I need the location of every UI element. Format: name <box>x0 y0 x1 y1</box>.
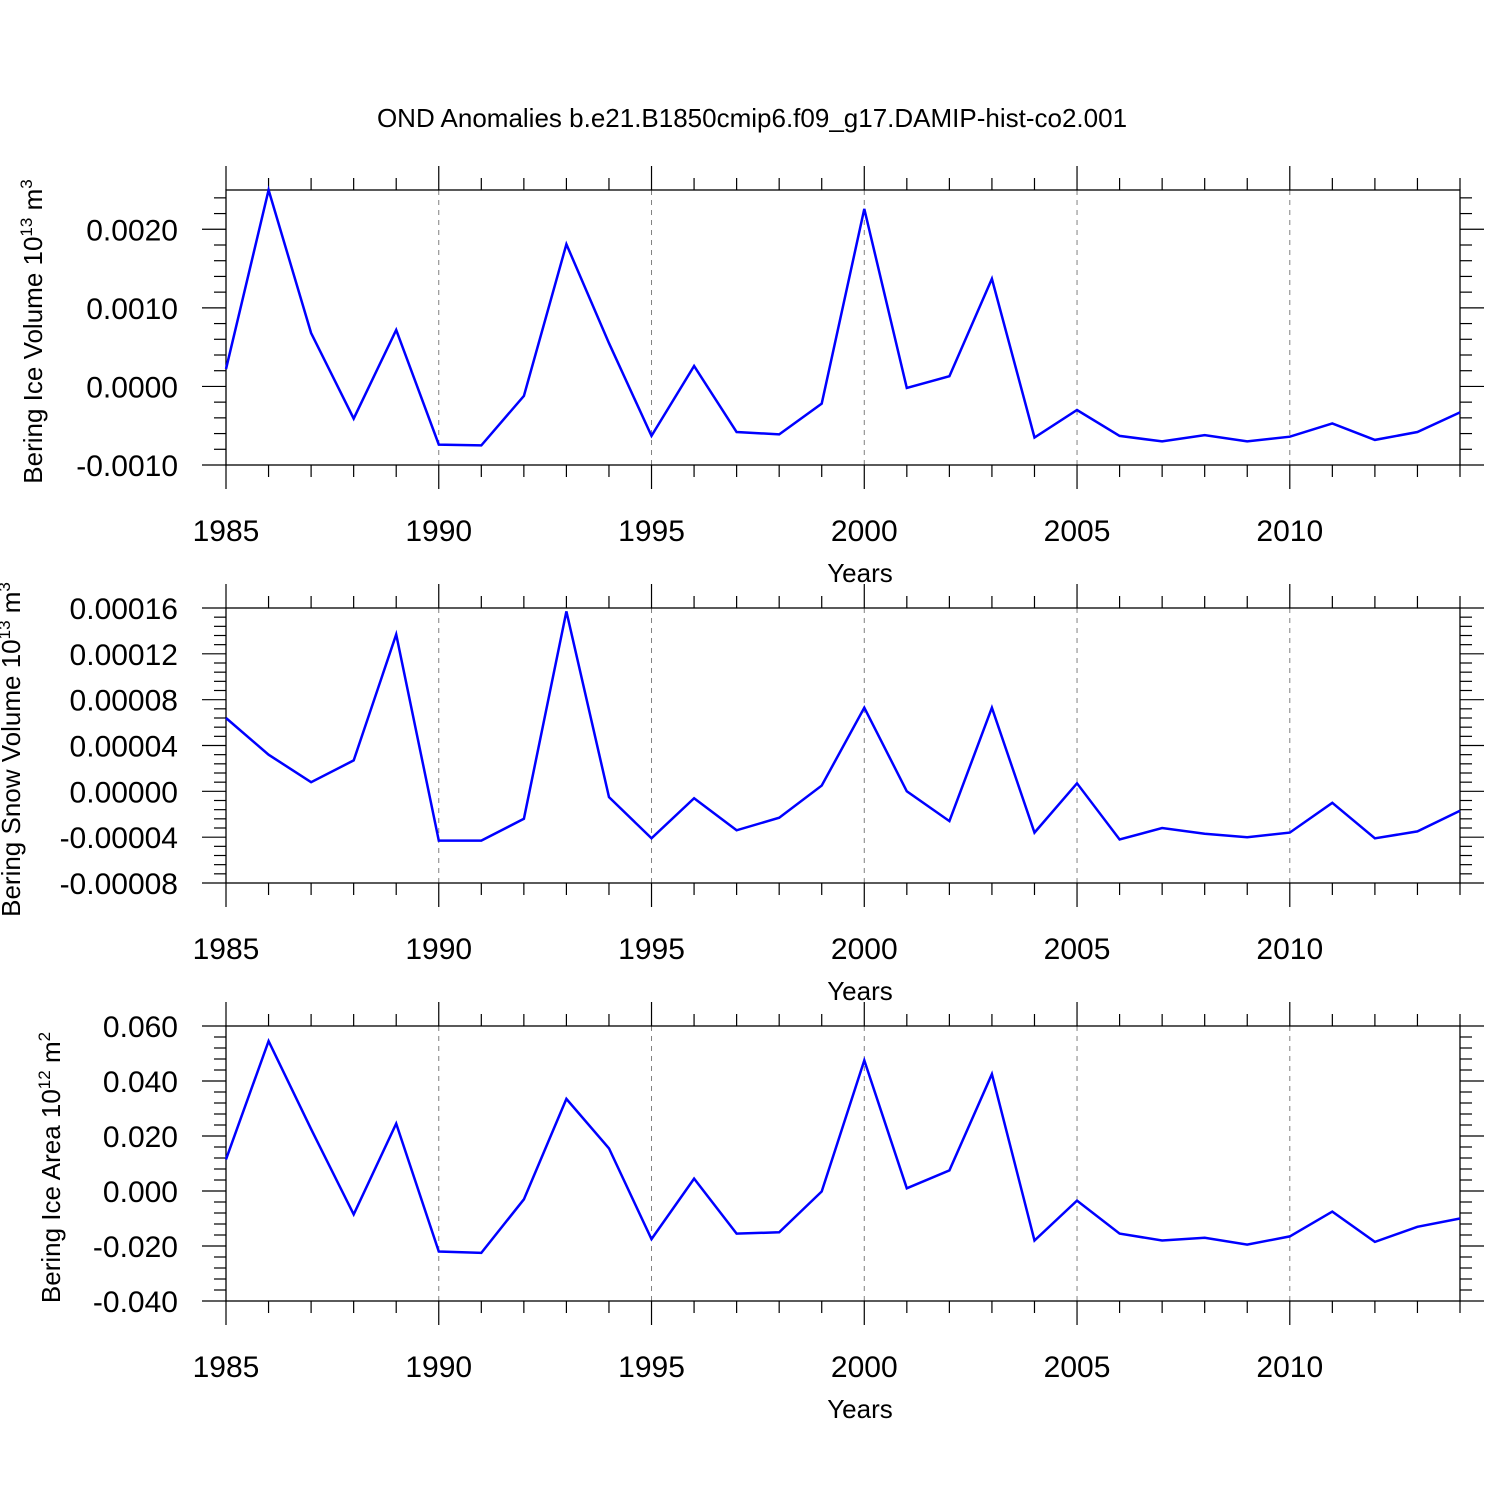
x-axis-label: Years <box>827 976 893 1006</box>
x-tick-label: 2005 <box>1044 515 1111 548</box>
plot-frame <box>225 189 1461 466</box>
y-tick-label: 0.0000 <box>86 371 178 404</box>
chart-panel-3: 1985 1990 1995 2000 2005 2010 -0.040 -0.020 0.00… <box>35 1002 1484 1424</box>
y-axis-label: Bering Ice Area 1012 m2 <box>35 1032 66 1303</box>
y-tick-label: 0.060 <box>103 1011 178 1044</box>
x-tick-label: 2005 <box>1044 1351 1111 1384</box>
x-tick-label: 2000 <box>831 515 898 548</box>
x-axis-label: Years <box>827 1394 893 1424</box>
x-tick-label: 1995 <box>618 933 685 966</box>
x-tick-label: 1990 <box>405 933 472 966</box>
y-tick-label: 0.020 <box>103 1121 178 1154</box>
y-tick-label: 0.00008 <box>70 685 178 718</box>
chart-panel-1: 1985 1990 1995 2000 2005 2010 -0.0010 0.0000 0.0… <box>17 166 1484 588</box>
x-tick-label: 2000 <box>831 1351 898 1384</box>
y-tick-label: 0.040 <box>103 1066 178 1099</box>
panels: 1985 1990 1995 2000 2005 2010 -0.0010 0.0000 0.0… <box>0 166 1484 1424</box>
x-tick-label: 2010 <box>1256 1351 1323 1384</box>
y-tick-label: -0.00004 <box>60 822 178 855</box>
x-tick-label: 2010 <box>1256 933 1323 966</box>
chart-panel-2: 1985 1990 1995 2000 2005 2010 -0.00008 -0.00004… <box>0 582 1484 1006</box>
x-tick-label: 1995 <box>618 1351 685 1384</box>
x-tick-label: 1995 <box>618 515 685 548</box>
y-tick-label: 0.000 <box>103 1176 178 1209</box>
x-tick-label: 1990 <box>405 1351 472 1384</box>
chart-title: OND Anomalies b.e21.B1850cmip6.f09_g17.D… <box>377 103 1127 133</box>
y-tick-label: -0.020 <box>93 1231 178 1264</box>
y-tick-label: -0.0010 <box>76 450 178 483</box>
series-line <box>224 1037 1461 1255</box>
y-tick-label: 0.00012 <box>70 639 178 672</box>
x-tick-label: 2005 <box>1044 933 1111 966</box>
y-tick-label: 0.00004 <box>70 731 178 764</box>
y-tick-label: -0.00008 <box>60 868 178 901</box>
series-line <box>225 611 1461 842</box>
x-axis-label: Years <box>827 558 893 588</box>
y-tick-label: 0.0010 <box>86 293 178 326</box>
y-axis-label: Bering Snow Volume 1013 m3 <box>0 582 26 917</box>
y-tick-label: 0.00000 <box>70 776 178 809</box>
y-axis-label: Bering Ice Volume 1013 m3 <box>17 179 48 483</box>
plot-frame <box>225 1025 1461 1302</box>
y-tick-label: 0.00016 <box>70 593 178 626</box>
x-tick-label: 1985 <box>193 933 260 966</box>
x-tick-label: 2010 <box>1256 515 1323 548</box>
x-tick-label: 1985 <box>193 515 260 548</box>
y-tick-label: -0.040 <box>93 1286 178 1319</box>
series-line <box>224 185 1461 447</box>
y-tick-label: 0.0020 <box>86 214 178 247</box>
x-tick-label: 1990 <box>405 515 472 548</box>
x-tick-label: 2000 <box>831 933 898 966</box>
x-tick-label: 1985 <box>193 1351 260 1384</box>
